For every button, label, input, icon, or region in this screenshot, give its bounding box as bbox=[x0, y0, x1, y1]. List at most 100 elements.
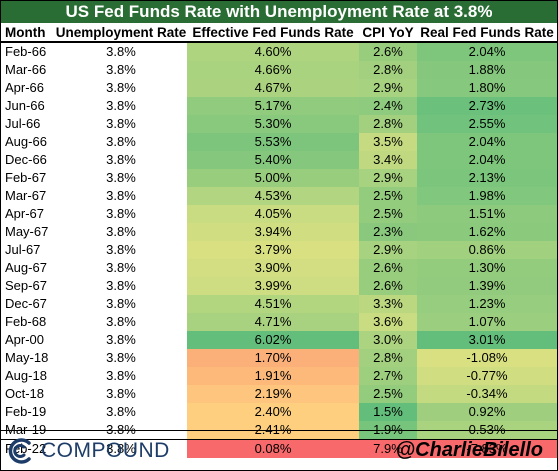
cell-effr: 4.51% bbox=[187, 295, 359, 313]
cell-cpi: 3.0% bbox=[359, 331, 417, 349]
cell-cpi: 2.5% bbox=[359, 187, 417, 205]
table-row: Feb-67 3.8% 5.00% 2.9% 2.13% bbox=[1, 169, 557, 187]
cell-unemployment: 3.8% bbox=[106, 422, 136, 437]
cell-unemployment: 3.8% bbox=[106, 188, 136, 203]
cell-real: 2.55% bbox=[417, 115, 557, 133]
cell-real: 1.23% bbox=[417, 295, 557, 313]
cell-cpi: 2.6% bbox=[359, 259, 417, 277]
table-row: Oct-18 3.8% 2.19% 2.5% -0.34% bbox=[1, 385, 557, 403]
cell-month: Jul-66 bbox=[5, 116, 41, 131]
cell-effr: 4.67% bbox=[187, 79, 359, 97]
author-handle: @CharlieBilello bbox=[395, 439, 543, 461]
cell-cpi: 2.6% bbox=[359, 42, 417, 61]
cell-cpi: 2.5% bbox=[359, 385, 417, 403]
cell-month: Feb-68 bbox=[5, 314, 47, 329]
cell-month: Sep-67 bbox=[5, 278, 47, 293]
cell-real: 1.80% bbox=[417, 79, 557, 97]
cell-effr: 4.71% bbox=[187, 313, 359, 331]
table-row: Dec-67 3.8% 4.51% 3.3% 1.23% bbox=[1, 295, 557, 313]
cell-real: 0.86% bbox=[417, 241, 557, 259]
cell-unemployment: 3.8% bbox=[106, 80, 136, 95]
cell-unemployment: 3.8% bbox=[106, 44, 136, 59]
cell-real: -0.77% bbox=[417, 367, 557, 385]
cell-month: Mar-66 bbox=[5, 62, 47, 77]
cell-effr: 5.00% bbox=[187, 169, 359, 187]
cell-effr: 3.99% bbox=[187, 277, 359, 295]
cell-cpi: 2.7% bbox=[359, 367, 417, 385]
cell-effr: 5.17% bbox=[187, 97, 359, 115]
cell-month: Dec-66 bbox=[5, 152, 47, 167]
cell-month: Apr-00 bbox=[5, 332, 45, 347]
column-header-cpi: CPI YoY bbox=[359, 23, 417, 43]
cell-cpi: 2.8% bbox=[359, 61, 417, 79]
header-row: Month Unemployment Rate Effective Fed Fu… bbox=[1, 23, 557, 43]
cell-cpi: 3.6% bbox=[359, 313, 417, 331]
cell-cpi: 2.9% bbox=[359, 169, 417, 187]
cell-real: 1.07% bbox=[417, 313, 557, 331]
cell-unemployment: 3.8% bbox=[106, 134, 136, 149]
table-row: Jul-66 3.8% 5.30% 2.8% 2.55% bbox=[1, 115, 557, 133]
cell-cpi: 7.9% bbox=[359, 439, 417, 458]
cell-cpi: 2.4% bbox=[359, 97, 417, 115]
cell-effr: 5.30% bbox=[187, 115, 359, 133]
cell-unemployment: 3.8% bbox=[106, 116, 136, 131]
cell-real: -1.08% bbox=[417, 349, 557, 367]
table-row: Apr-00 3.8% 6.02% 3.0% 3.01% bbox=[1, 331, 557, 349]
cell-cpi: 2.8% bbox=[359, 349, 417, 367]
cell-real: 1.51% bbox=[417, 205, 557, 223]
table-row: Apr-66 3.8% 4.67% 2.9% 1.80% bbox=[1, 79, 557, 97]
table-row: Dec-66 3.8% 5.40% 3.4% 2.04% bbox=[1, 151, 557, 169]
cell-month: May-18 bbox=[5, 350, 49, 365]
cell-real: -7.83% bbox=[417, 439, 557, 458]
cell-effr: 4.05% bbox=[187, 205, 359, 223]
cell-cpi: 2.8% bbox=[359, 115, 417, 133]
cell-real: 1.39% bbox=[417, 277, 557, 295]
table-row: Sep-67 3.8% 3.99% 2.6% 1.39% bbox=[1, 277, 557, 295]
cell-unemployment: 3.8% bbox=[106, 350, 136, 365]
cell-effr: 5.40% bbox=[187, 151, 359, 169]
table-body: Feb-66 3.8% 4.60% 2.6% 2.04% Mar-66 3.8% 4.66% 2… bbox=[1, 42, 557, 458]
cell-effr: 4.66% bbox=[187, 61, 359, 79]
cell-effr: 2.40% bbox=[187, 403, 359, 421]
footer: COMPOUND @CharlieBilello bbox=[1, 430, 557, 471]
table-row: Mar-66 3.8% 4.66% 2.8% 1.88% bbox=[1, 61, 557, 79]
cell-real: 1.88% bbox=[417, 61, 557, 79]
cell-month: Jun-66 bbox=[5, 98, 45, 113]
cell-effr: 3.90% bbox=[187, 259, 359, 277]
cell-month: Jul-67 bbox=[5, 242, 41, 257]
cell-unemployment: 3.8% bbox=[106, 332, 136, 347]
cell-real: 2.04% bbox=[417, 151, 557, 169]
cell-cpi: 2.9% bbox=[359, 79, 417, 97]
cell-effr: 1.91% bbox=[187, 367, 359, 385]
column-header-effr: Effective Fed Funds Rate bbox=[187, 23, 359, 43]
cell-month: Oct-18 bbox=[5, 386, 45, 401]
cell-real: 1.98% bbox=[417, 187, 557, 205]
cell-month: Aug-66 bbox=[5, 134, 47, 149]
cell-cpi: 2.6% bbox=[359, 277, 417, 295]
cell-cpi: 2.5% bbox=[359, 205, 417, 223]
column-header-month: Month bbox=[1, 23, 55, 43]
cell-real: 1.62% bbox=[417, 223, 557, 241]
cell-unemployment: 3.8% bbox=[106, 170, 136, 185]
cell-unemployment: 3.8% bbox=[55, 439, 187, 458]
cell-unemployment: 3.8% bbox=[106, 368, 136, 383]
cell-cpi: 2.9% bbox=[359, 241, 417, 259]
cell-month: Dec-67 bbox=[5, 296, 47, 311]
cell-month: Feb-66 bbox=[5, 44, 47, 59]
cell-unemployment: 3.8% bbox=[106, 152, 136, 167]
table-row: May-18 3.8% 1.70% 2.8% -1.08% bbox=[1, 349, 557, 367]
table-row: Feb-66 3.8% 4.60% 2.6% 2.04% bbox=[1, 42, 557, 61]
cell-effr: 4.53% bbox=[187, 187, 359, 205]
cell-cpi: 1.5% bbox=[359, 403, 417, 421]
cell-real: 0.92% bbox=[417, 403, 557, 421]
cell-month: Mar-19 bbox=[5, 422, 47, 437]
brand-name: COMPOUND bbox=[41, 439, 170, 462]
cell-month: Mar-67 bbox=[5, 188, 47, 203]
cell-unemployment: 3.8% bbox=[106, 278, 136, 293]
cell-unemployment: 3.8% bbox=[106, 386, 136, 401]
cell-month: Feb-67 bbox=[5, 170, 47, 185]
cell-real: 2.73% bbox=[417, 97, 557, 115]
cell-unemployment: 3.8% bbox=[106, 98, 136, 113]
page-title: US Fed Funds Rate with Unemployment Rate… bbox=[1, 1, 557, 23]
